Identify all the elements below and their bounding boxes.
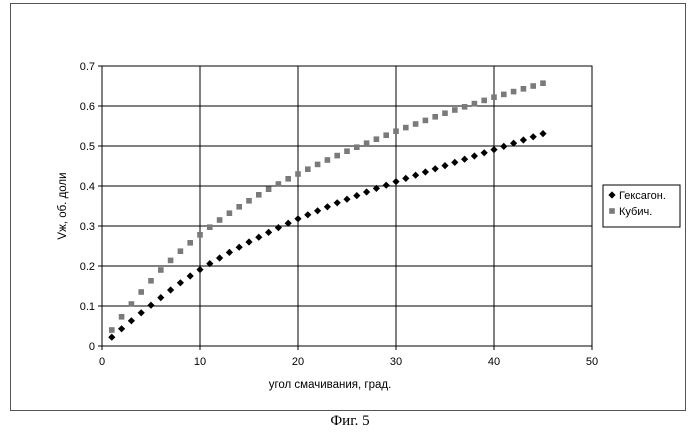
legend: Гексагон. Кубич.: [603, 185, 680, 227]
data-point-cubic: [423, 118, 429, 124]
data-point-cubic: [227, 210, 233, 216]
data-point-cubic: [266, 186, 272, 192]
y-tick-label: 0.1: [80, 301, 95, 313]
data-point-cubic: [315, 162, 321, 168]
y-tick-label: 0.2: [80, 261, 95, 273]
data-point-cubic: [236, 204, 242, 210]
data-point-cubic: [442, 110, 448, 116]
data-point-cubic: [158, 267, 164, 273]
data-point-cubic: [354, 144, 360, 150]
data-point-cubic: [413, 121, 419, 127]
y-tick-label: 0.4: [80, 181, 95, 193]
data-point-cubic: [187, 240, 193, 246]
legend-marker: [609, 208, 615, 214]
data-point-cubic: [295, 171, 301, 177]
data-point-cubic: [246, 198, 252, 204]
chart: 0 0.1 0.2 0.3 0.4 0.5 0.6 0.7 0 10 20 30 40 50 угол с…: [0, 0, 700, 412]
data-point-cubic: [393, 128, 399, 134]
y-tick-label: 0.6: [80, 101, 95, 113]
data-point-cubic: [383, 132, 389, 138]
data-point-cubic: [207, 224, 213, 230]
data-point-cubic: [432, 114, 438, 120]
data-point-cubic: [256, 192, 262, 198]
data-point-cubic: [452, 107, 458, 113]
x-tick-label: 30: [390, 356, 402, 368]
data-point-cubic: [168, 258, 174, 264]
data-point-cubic: [178, 248, 184, 254]
data-point-cubic: [119, 314, 125, 320]
y-tick-label: 0.5: [80, 141, 95, 153]
data-point-cubic: [334, 153, 340, 159]
data-point-cubic: [472, 101, 478, 107]
legend-label: Кубич.: [619, 206, 652, 218]
data-point-cubic: [305, 166, 311, 172]
data-point-cubic: [501, 92, 507, 98]
x-tick-label: 50: [586, 356, 598, 368]
data-point-cubic: [481, 98, 487, 104]
x-tick-label: 20: [292, 356, 304, 368]
data-point-cubic: [374, 136, 380, 142]
y-tick-label: 0: [89, 341, 95, 353]
data-point-cubic: [109, 327, 115, 333]
y-tick-label: 0.3: [80, 221, 95, 233]
legend-label: Гексагон.: [619, 190, 666, 202]
data-point-cubic: [521, 86, 527, 92]
y-axis-title: Vж, об. доли: [57, 172, 69, 239]
data-point-cubic: [403, 125, 409, 131]
data-point-cubic: [138, 289, 144, 295]
x-tick-label: 0: [99, 356, 105, 368]
x-tick-label: 10: [194, 356, 206, 368]
data-point-cubic: [511, 89, 517, 95]
data-point-cubic: [325, 157, 331, 163]
data-point-cubic: [364, 140, 370, 146]
data-point-cubic: [129, 301, 135, 307]
data-point-cubic: [148, 278, 154, 284]
data-point-cubic: [540, 80, 546, 86]
data-point-cubic: [217, 217, 223, 223]
plot-area: [102, 66, 592, 346]
data-point-cubic: [530, 83, 536, 89]
data-point-cubic: [197, 232, 203, 238]
data-point-cubic: [285, 176, 291, 182]
y-tick-label: 0.7: [80, 61, 95, 73]
x-tick-label: 40: [488, 356, 500, 368]
figure-caption: Фиг. 5: [0, 413, 700, 430]
data-point-cubic: [462, 104, 468, 110]
x-axis-title: угол смачивания, град.: [269, 379, 392, 391]
data-point-cubic: [491, 94, 497, 100]
data-point-cubic: [276, 181, 282, 187]
data-point-cubic: [344, 148, 350, 154]
